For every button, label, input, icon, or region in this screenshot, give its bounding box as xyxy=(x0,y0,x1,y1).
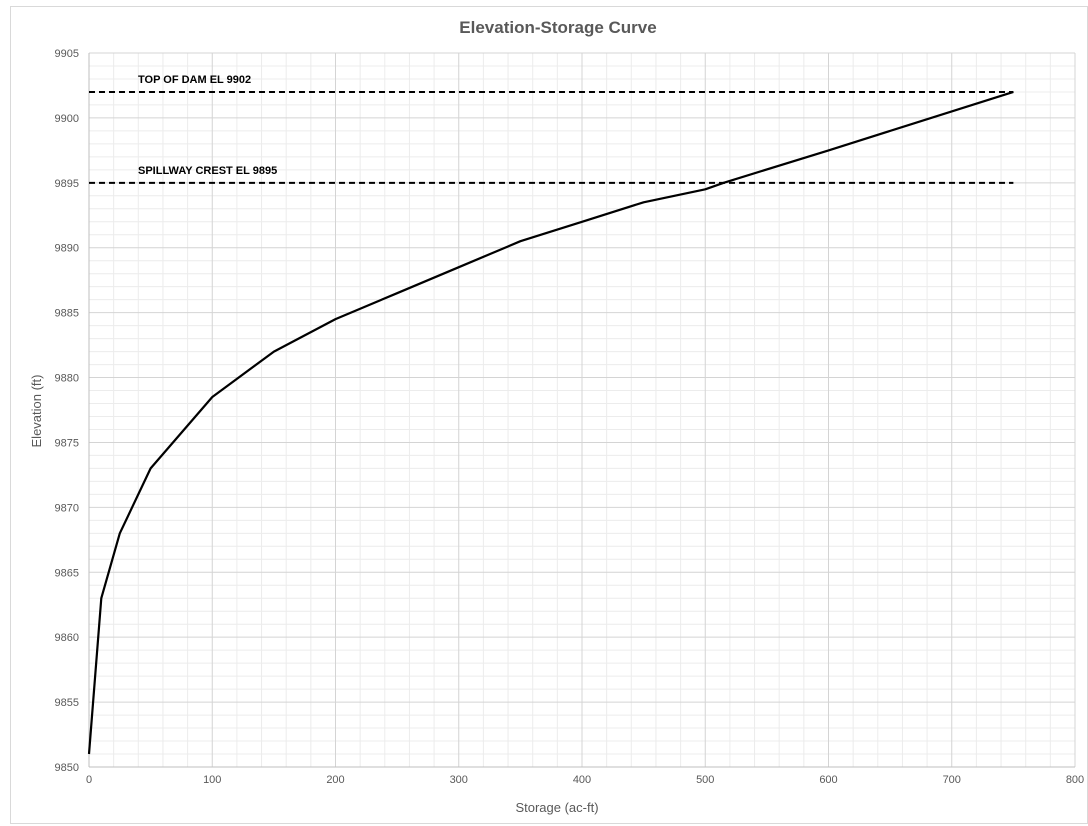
series-line xyxy=(87,90,1014,755)
x-tick-label: 700 xyxy=(943,774,961,786)
x-tick-labels: 0 100 200 300 400 500 600 700 800 xyxy=(86,774,1084,786)
y-tick-labels: 9850 9855 9860 9865 9870 9875 9880 9885 9890 9895… xyxy=(55,48,79,774)
y-tick-label: 9880 xyxy=(55,373,79,385)
chart-title: Elevation-Storage Curve xyxy=(459,18,656,37)
y-tick-label: 9855 xyxy=(55,697,79,709)
chart-frame xyxy=(10,6,1088,824)
y-tick-label: 9895 xyxy=(55,178,79,190)
major-gridlines xyxy=(88,52,1076,768)
x-tick-label: 300 xyxy=(450,774,468,786)
y-tick-label: 9885 xyxy=(55,308,79,320)
x-tick-label: 800 xyxy=(1066,774,1084,786)
y-tick-label: 9875 xyxy=(55,437,79,449)
y-tick-label: 9890 xyxy=(55,243,79,255)
y-axis-title: Elevation (ft) xyxy=(29,375,44,448)
x-tick-label: 100 xyxy=(203,774,221,786)
x-axis-title: Storage (ac-ft) xyxy=(515,800,598,815)
axes xyxy=(88,53,1075,768)
x-tick-label: 500 xyxy=(696,774,714,786)
y-tick-label: 9905 xyxy=(55,48,79,60)
x-tick-label: 0 xyxy=(86,774,92,786)
y-tick-label: 9870 xyxy=(55,502,79,514)
y-tick-label: 9900 xyxy=(55,113,79,125)
reference-lines: TOP OF DAM EL 9902 SPILLWAY CREST EL 9895 xyxy=(89,74,1014,184)
reference-line-label: SPILLWAY CREST EL 9895 xyxy=(138,165,277,177)
y-tick-label: 9850 xyxy=(55,762,79,774)
y-tick-label: 9865 xyxy=(55,567,79,579)
reference-line-label: TOP OF DAM EL 9902 xyxy=(138,74,251,86)
x-tick-label: 600 xyxy=(819,774,837,786)
series-lines xyxy=(87,90,1014,755)
y-tick-label: 9860 xyxy=(55,632,79,644)
x-tick-label: 400 xyxy=(573,774,591,786)
x-tick-label: 200 xyxy=(326,774,344,786)
